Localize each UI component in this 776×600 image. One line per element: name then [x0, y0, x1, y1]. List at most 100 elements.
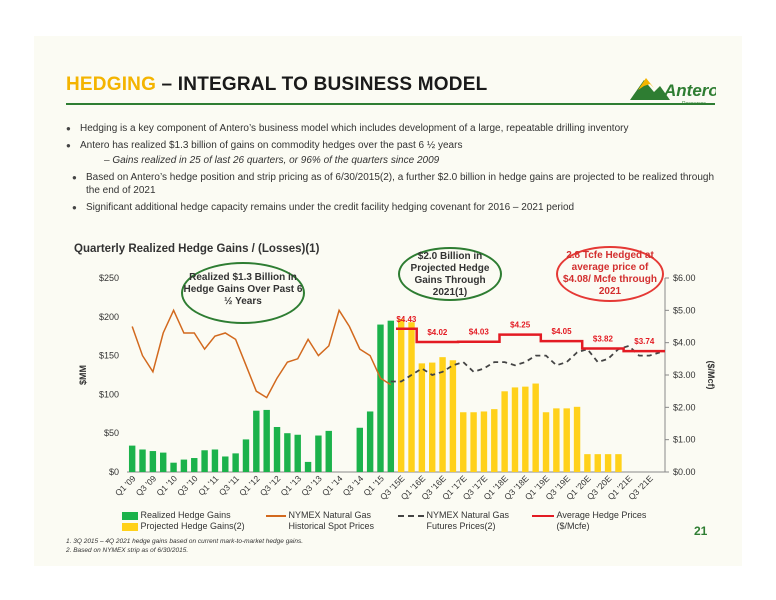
bar: [532, 383, 539, 472]
title-rest: – INTEGRAL TO BUSINESS MODEL: [156, 74, 488, 95]
callout-tcfe: 2.8 Tcfe Hedged at average price of $4.0…: [556, 246, 664, 302]
footnote: 2. Based on NYMEX strip as of 6/30/2015.: [66, 547, 189, 554]
bar: [294, 434, 301, 472]
average-hedge-price-line: [396, 327, 665, 353]
bar: [501, 391, 508, 472]
bar: [356, 427, 363, 472]
price-label: $3.74: [634, 337, 655, 346]
y2-tick-label: $6.00: [673, 273, 696, 283]
legend-futures: NYMEX Natural Gas Futures Prices(2): [398, 510, 526, 532]
bar: [325, 430, 332, 472]
legend-swatch-yellow: [122, 522, 138, 531]
bar: [387, 320, 395, 472]
bar: [594, 454, 601, 472]
y2-tick-label: $2.00: [673, 402, 696, 412]
price-label: $4.05: [552, 327, 573, 336]
bar: [439, 357, 446, 472]
legend-line-dashed: [398, 515, 424, 517]
bar: [191, 458, 198, 472]
legend-historical: NYMEX Natural Gas Historical Spot Prices: [266, 510, 390, 532]
legend-realized: Realized Hedge Gains: [122, 510, 245, 521]
page-number: 21: [694, 524, 708, 538]
bar: [449, 360, 457, 472]
bar: [315, 435, 322, 472]
footnotes: 1. 3Q 2015 – 4Q 2021 hedge gains based o…: [66, 537, 303, 555]
x-tick-label: Q3 '09: [134, 473, 159, 498]
legend-realized-label: Realized Hedge Gains: [140, 510, 231, 520]
price-label: $4.02: [427, 328, 448, 337]
y2-tick-label: $1.00: [673, 435, 696, 445]
bar: [604, 454, 612, 472]
y2-tick-label: $4.00: [673, 338, 696, 348]
y2-tick-label: $0.00: [673, 467, 696, 477]
y-tick-label: $250: [99, 273, 119, 283]
y2-tick-label: $3.00: [673, 370, 696, 380]
y2-axis-title: ($/Mcf): [706, 361, 716, 390]
callout-realized: Realized $1.3 Billion in Hedge Gains Ove…: [181, 262, 305, 324]
bar: [222, 456, 229, 472]
y-tick-label: $0: [109, 467, 119, 477]
bar: [242, 439, 250, 472]
x-tick-label: Q3 '14: [341, 473, 366, 498]
y2-tick-label: $5.00: [673, 305, 696, 315]
bar: [522, 386, 529, 472]
x-tick-label: Q3 '10: [175, 473, 200, 498]
bar: [128, 445, 136, 472]
bar: [160, 452, 167, 472]
price-label: $4.03: [469, 328, 490, 337]
bar: [180, 459, 188, 472]
bar: [429, 362, 436, 472]
bar: [284, 433, 291, 472]
bar: [366, 411, 374, 472]
bar: [201, 450, 208, 472]
x-tick-label: Q3 '13: [299, 473, 324, 498]
legend-average: Average Hedge Prices ($/Mcfe): [532, 510, 662, 532]
price-label: $4.43: [396, 315, 417, 324]
bar: [553, 408, 560, 472]
x-tick-label: Q1 '12: [237, 473, 262, 498]
bar: [304, 461, 312, 472]
bar: [232, 453, 239, 472]
bar: [491, 409, 498, 472]
bar: [573, 406, 581, 472]
y-tick-label: $150: [99, 351, 119, 361]
historical-price-line: [131, 308, 392, 399]
chart-title: Quarterly Realized Hedge Gains / (Losses…: [74, 243, 320, 255]
y-tick-label: $100: [99, 389, 119, 399]
price-label: $4.25: [510, 321, 531, 330]
bar: [418, 363, 426, 472]
bar: [470, 412, 477, 472]
legend-swatch-green: [122, 511, 138, 520]
legend-bars: Realized Hedge Gains Projected Hedge Gai…: [122, 510, 245, 532]
y-tick-label: $50: [104, 428, 119, 438]
logo-text: Antero: [663, 81, 716, 100]
bar: [149, 451, 157, 472]
x-tick-label: Q3 '12: [258, 473, 283, 498]
legend-projected: Projected Hedge Gains(2): [122, 521, 245, 532]
bar: [460, 412, 467, 472]
bar: [511, 387, 519, 472]
bullet-item: Hedging is a key component of Antero’s b…: [66, 122, 716, 135]
legend-line-orange: [266, 515, 286, 517]
legend-futures-label: NYMEX Natural Gas Futures Prices(2): [426, 510, 510, 531]
bar: [211, 449, 219, 472]
bar: [139, 449, 146, 472]
legend-historical-label: NYMEX Natural Gas Historical Spot Prices: [288, 510, 375, 531]
bar: [584, 454, 591, 472]
title-accent: HEDGING: [66, 74, 157, 95]
bar: [615, 454, 622, 472]
bar: [273, 426, 281, 472]
legend-line-red: [532, 515, 554, 517]
x-tick-label: Q1 '10: [154, 473, 179, 498]
bar: [253, 410, 260, 472]
page-title: HEDGING – INTEGRAL TO BUSINESS MODEL: [66, 74, 487, 96]
y-tick-label: $200: [99, 312, 119, 322]
bullet-item: Significant additional hedge capacity re…: [72, 201, 716, 214]
bar: [563, 408, 570, 472]
x-tick-label: Q1 '13: [279, 473, 304, 498]
bullet-item: Based on Antero’s hedge position and str…: [72, 171, 716, 197]
bar: [377, 324, 384, 472]
legend-average-label: Average Hedge Prices ($/Mcfe): [556, 510, 647, 531]
x-tick-label: Q1 '14: [320, 473, 345, 498]
